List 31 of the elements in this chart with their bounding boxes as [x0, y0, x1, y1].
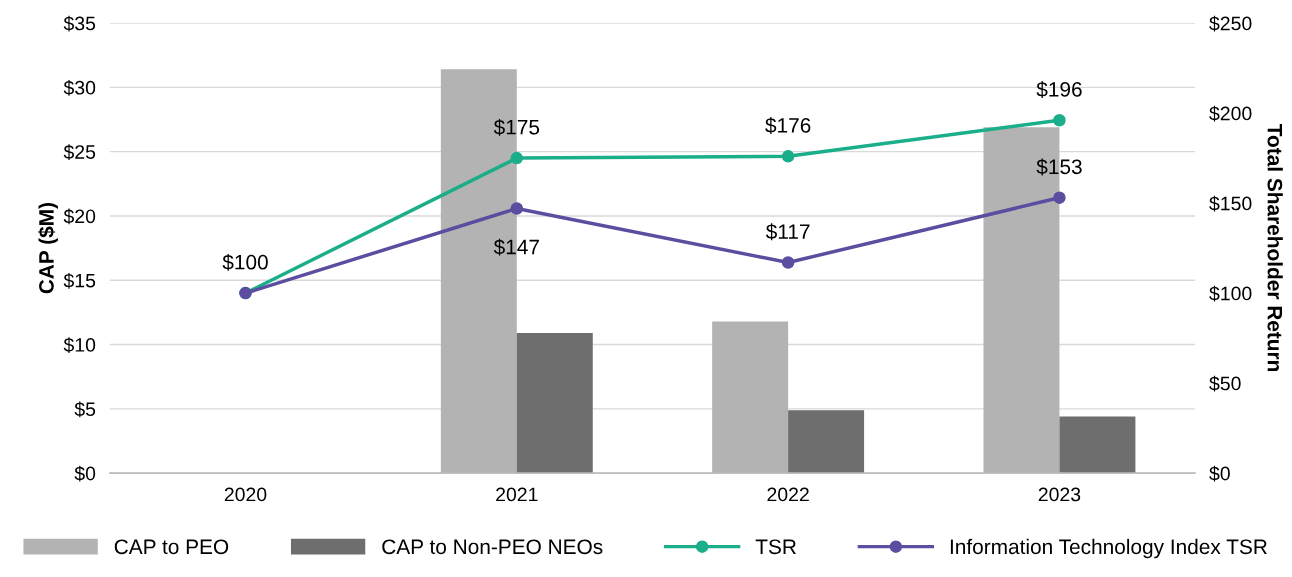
x-tick-label: 2023	[1038, 487, 1081, 502]
y-tick-label: $5	[74, 401, 96, 418]
y-tick-label: $25	[63, 144, 96, 161]
y-tick-label: $20	[63, 208, 96, 225]
y2-tick-label: $0	[1209, 465, 1230, 482]
legend-label: TSR	[755, 539, 796, 555]
y-tick-label: $15	[63, 272, 96, 289]
y2-axis-title: Total Shareholder Return	[1267, 124, 1283, 372]
y-tick-label: $30	[63, 80, 96, 96]
y2-tick-label: $150	[1209, 195, 1252, 212]
legend-label: CAP to PEO	[114, 539, 229, 555]
data-label: $153	[1036, 158, 1082, 176]
data-label: $147	[493, 238, 539, 256]
data-label: $117	[765, 223, 810, 241]
x-tick-label: 2022	[767, 487, 809, 502]
data-label: $100	[222, 253, 268, 271]
x-tick-label: 2020	[224, 487, 267, 502]
x-tick-label: 2021	[496, 487, 538, 502]
y2-tick-label: $100	[1209, 285, 1252, 302]
legend-label: Information Technology Index TSR	[950, 538, 1267, 559]
y2-tick-label: $50	[1209, 375, 1241, 392]
legend-label: CAP to Non-PEO NEOs	[382, 539, 603, 555]
y-tick-label: $35	[63, 15, 96, 32]
data-label: $196	[1036, 81, 1082, 98]
data-label: $176	[765, 117, 811, 134]
y2-tick-label: $250	[1209, 15, 1252, 32]
y2-tick-label: $200	[1209, 105, 1252, 122]
y-tick-label: $10	[63, 337, 96, 353]
data-label: $175	[493, 118, 540, 136]
y-axis-title: CAP ($M)	[38, 203, 58, 294]
y-tick-label: $0	[74, 465, 96, 482]
